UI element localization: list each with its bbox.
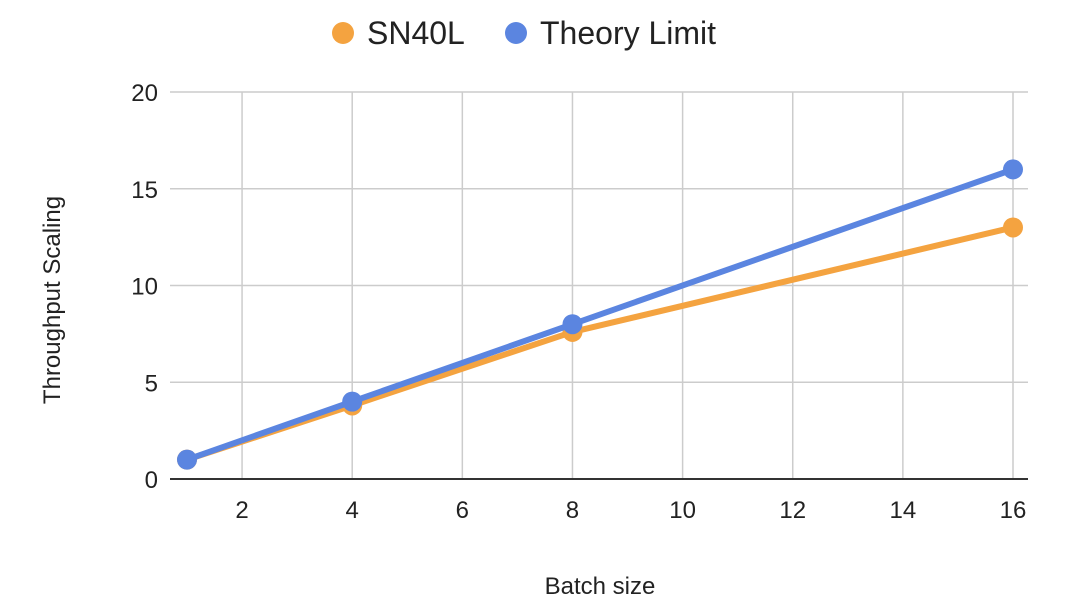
legend-label: SN40L — [367, 15, 465, 51]
x-tick-label: 6 — [456, 497, 469, 524]
legend-label: Theory Limit — [540, 15, 716, 51]
x-tick-label: 10 — [669, 497, 696, 524]
y-axis-title: Throughput Scaling — [39, 196, 66, 404]
series-line-1 — [184, 224, 1016, 463]
x-tick-label: 12 — [779, 497, 806, 524]
y-tick-label: 5 — [145, 370, 158, 397]
series-line-2 — [184, 166, 1016, 463]
data-point — [342, 391, 363, 412]
data-point — [1003, 159, 1023, 180]
x-tick-label: 2 — [235, 497, 248, 524]
legend-marker — [505, 22, 527, 44]
data-point — [177, 449, 197, 470]
legend-marker — [332, 22, 354, 44]
x-axis-title: Batch size — [545, 573, 656, 600]
tick-labels: 2 4 6 8 10 12 14 16 0 5 10 15 20 — [131, 80, 1026, 524]
data-point — [1003, 217, 1023, 238]
x-tick-label: 14 — [890, 497, 917, 524]
data-point — [562, 314, 583, 335]
y-tick-label: 0 — [145, 467, 158, 494]
y-tick-label: 15 — [131, 177, 158, 204]
x-tick-label: 16 — [1000, 497, 1027, 524]
y-tick-label: 10 — [131, 274, 158, 301]
x-tick-label: 8 — [566, 497, 579, 524]
series — [177, 159, 1023, 470]
legend: SN40L Theory Limit — [332, 15, 716, 51]
x-tick-label: 4 — [346, 497, 359, 524]
y-tick-label: 20 — [131, 80, 158, 107]
